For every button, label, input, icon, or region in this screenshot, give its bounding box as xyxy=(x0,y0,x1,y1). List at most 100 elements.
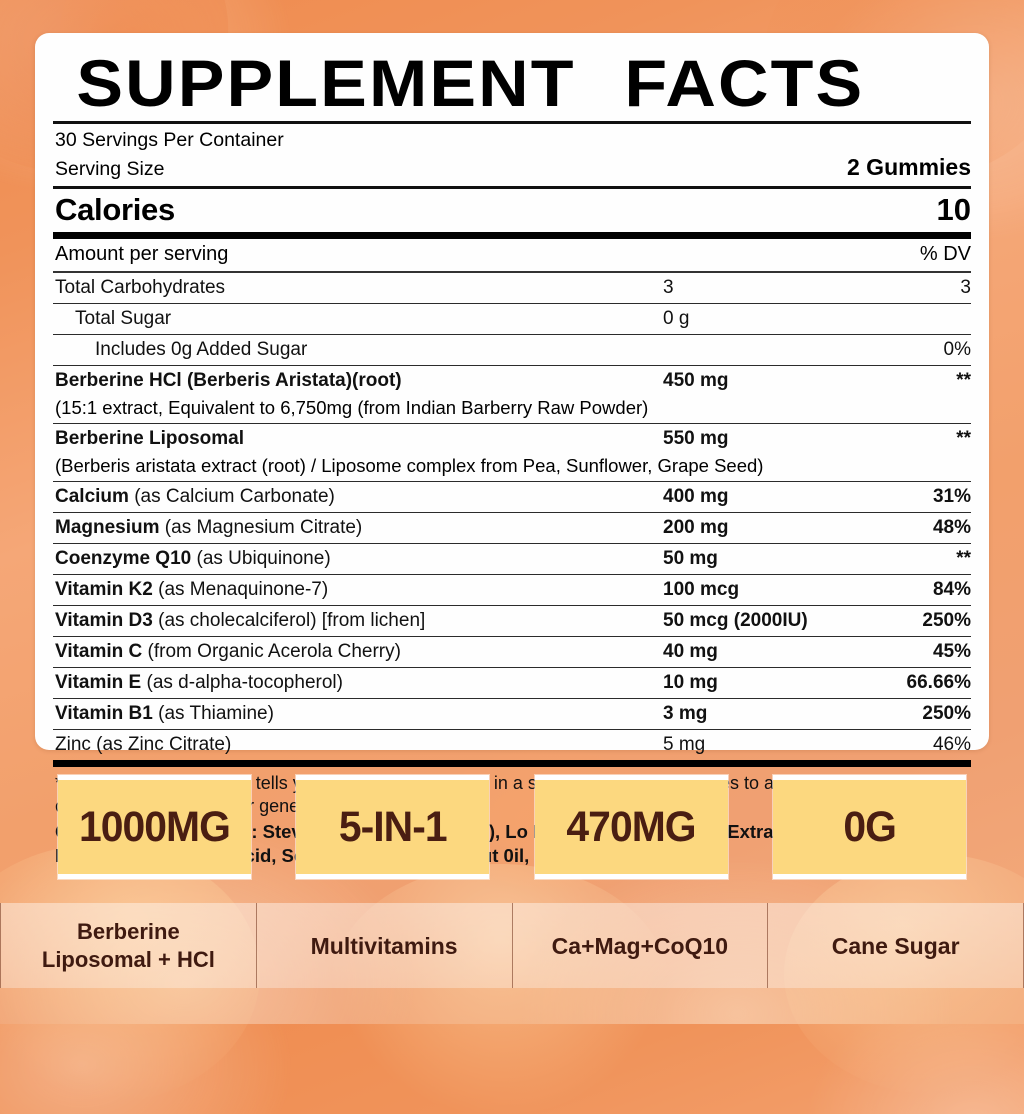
nutrient-name: Coenzyme Q10 (as Ubiquinone) xyxy=(55,548,331,569)
row-divider xyxy=(53,729,971,730)
dv-header: % DV xyxy=(919,243,971,265)
servings-per-container: 30 Servings Per Container xyxy=(55,129,284,151)
nutrient-name: Vitamin B1 (as Thiamine) xyxy=(55,703,274,724)
nutrient-amount: 550 mg xyxy=(663,428,729,449)
nutrient-row: Vitamin D3 (as cholecalciferol) [from li… xyxy=(53,606,971,636)
background-floral-petal xyxy=(330,864,670,1114)
nutrient-name: Berberine HCl (Berberis Aristata)(root) xyxy=(55,370,402,391)
divider-under-amount-header xyxy=(53,271,971,273)
nutrient-amount: 5 mg xyxy=(663,734,706,755)
divider-above-footnote xyxy=(53,760,971,767)
badge-0g: 0G xyxy=(773,775,967,879)
nutrient-daily-value: ** xyxy=(956,548,971,569)
nutrient-row: Vitamin B1 (as Thiamine) 3 mg 250% xyxy=(53,699,971,729)
calories-value: 10 xyxy=(936,192,971,227)
supplement-facts-panel: SUPPLEMENT FACTS 30 Servings Per Containe… xyxy=(35,33,989,866)
badge-value: 5-IN-1 xyxy=(338,802,448,851)
caption-cane-sugar: Cane Sugar xyxy=(768,903,1024,988)
nutrient-row: Vitamin K2 (as Menaquinone-7) 100 mcg 84% xyxy=(53,575,971,605)
nutrient-row: Magnesium (as Magnesium Citrate) 200 mg 48… xyxy=(53,513,971,543)
nutrient-name: Calcium (as Calcium Carbonate) xyxy=(55,486,335,507)
caption-berberine: Berberine Liposomal + HCl xyxy=(0,903,257,988)
divider-under-title xyxy=(53,121,971,124)
row-divider xyxy=(53,636,971,637)
nutrient-amount: 100 mcg xyxy=(663,579,740,600)
divider-under-calories xyxy=(53,232,971,239)
nutrient-amount: 0 g xyxy=(663,308,690,329)
row-divider xyxy=(53,365,971,366)
serving-size-value: 2 Gummies xyxy=(847,154,971,180)
caption-ca-mag-coq10: Ca+Mag+CoQ10 xyxy=(513,903,769,988)
nutrient-amount: 450 mg xyxy=(663,370,729,391)
badge-1000mg: 1000MG xyxy=(57,775,251,879)
panel-title: SUPPLEMENT FACTS xyxy=(53,39,1024,121)
nutrient-name: Berberine Liposomal xyxy=(55,428,244,449)
nutrient-row: Total Sugar 0 g xyxy=(53,304,971,334)
nutrient-amount: 3 mg xyxy=(663,703,708,724)
nutrient-daily-value: 45% xyxy=(932,641,971,662)
row-divider xyxy=(53,667,971,668)
amount-per-serving-row: Amount per serving % DV xyxy=(53,239,971,271)
nutrient-amount: 200 mg xyxy=(663,517,729,538)
title-supplement: SUPPLEMENT xyxy=(76,46,576,120)
nutrient-subtext: (15:1 extract, Equivalent to 6,750mg (fr… xyxy=(55,397,649,418)
nutrient-daily-value: ** xyxy=(956,370,971,391)
caption-line-2: Liposomal + HCl xyxy=(41,946,215,972)
nutrient-row: Berberine Liposomal 550 mg ** xyxy=(53,424,971,454)
badge-5-in-1: 5-IN-1 xyxy=(296,775,490,879)
nutrient-daily-value: 31% xyxy=(932,486,971,507)
row-divider xyxy=(53,543,971,544)
nutrient-daily-value: 84% xyxy=(932,579,971,600)
nutrient-daily-value: 66.66% xyxy=(906,672,971,693)
nutrient-rows: Total Carbohydrates 3 3 Total Sugar 0 g Inclu… xyxy=(53,273,971,760)
nutrient-daily-value: ** xyxy=(956,428,971,449)
nutrient-amount: 40 mg xyxy=(663,641,718,662)
nutrient-row: Zinc (as Zinc Citrate) 5 mg 46% xyxy=(53,730,971,760)
nutrient-daily-value: 3 xyxy=(960,277,971,298)
nutrient-daily-value: 46% xyxy=(932,734,971,755)
badge-value: 0G xyxy=(843,802,897,851)
row-divider xyxy=(53,303,971,304)
nutrient-daily-value: 0% xyxy=(943,339,971,360)
calories-row: Calories 10 xyxy=(53,189,971,232)
nutrient-amount: 400 mg xyxy=(663,486,729,507)
caption-multivitamins: Multivitamins xyxy=(257,903,513,988)
highlight-badges: 1000MG 5-IN-1 470MG 0G xyxy=(35,775,989,879)
title-facts: FACTS xyxy=(624,46,865,120)
nutrient-name: Vitamin C (from Organic Acerola Cherry) xyxy=(55,641,401,662)
nutrient-row: Vitamin C (from Organic Acerola Cherry) 4… xyxy=(53,637,971,667)
nutrient-row: Calcium (as Calcium Carbonate) 400 mg 31% xyxy=(53,482,971,512)
row-divider xyxy=(53,423,971,424)
nutrient-row: Berberine HCl (Berberis Aristata)(root) 4… xyxy=(53,366,971,396)
serving-size-row: Serving Size 2 Gummies xyxy=(53,153,971,186)
nutrient-name: Vitamin K2 (as Menaquinone-7) xyxy=(55,579,329,600)
badge-value: 470MG xyxy=(566,802,697,851)
amount-per-serving-label: Amount per serving xyxy=(55,243,229,265)
nutrient-name: Total Sugar xyxy=(75,308,172,329)
divider-above-calories xyxy=(53,186,971,189)
serving-size-label: Serving Size xyxy=(55,158,165,180)
badge-captions-bar: Berberine Liposomal + HCl Multivitamins … xyxy=(0,903,1024,988)
nutrient-name: Vitamin E (as d-alpha-tocopherol) xyxy=(55,672,343,693)
row-divider xyxy=(53,334,971,335)
nutrient-amount: 3 xyxy=(663,277,674,298)
nutrient-amount: 50 mg xyxy=(663,548,718,569)
row-divider xyxy=(53,698,971,699)
nutrient-daily-value: 250% xyxy=(922,610,971,631)
nutrient-name: Vitamin D3 (as cholecalciferol) [from li… xyxy=(55,610,426,631)
nutrient-daily-value: 250% xyxy=(922,703,971,724)
calories-label: Calories xyxy=(55,192,175,227)
nutrient-amount: 10 mg xyxy=(663,672,718,693)
nutrient-name: Total Carbohydrates xyxy=(55,277,226,298)
nutrient-amount: 50 mcg (2000IU) xyxy=(663,610,808,631)
caption-line-1: Berberine xyxy=(77,918,180,944)
badge-470mg: 470MG xyxy=(534,775,728,879)
nutrient-name: Magnesium (as Magnesium Citrate) xyxy=(55,517,363,538)
nutrient-subtext: (Berberis aristata extract (root) / Lipo… xyxy=(55,455,764,476)
row-divider xyxy=(53,574,971,575)
nutrient-daily-value: 48% xyxy=(932,517,971,538)
nutrient-row: Vitamin E (as d-alpha-tocopherol) 10 mg 66… xyxy=(53,668,971,698)
nutrient-row: Includes 0g Added Sugar 0% xyxy=(53,335,971,365)
row-divider xyxy=(53,512,971,513)
nutrient-name: Zinc (as Zinc Citrate) xyxy=(55,734,232,755)
